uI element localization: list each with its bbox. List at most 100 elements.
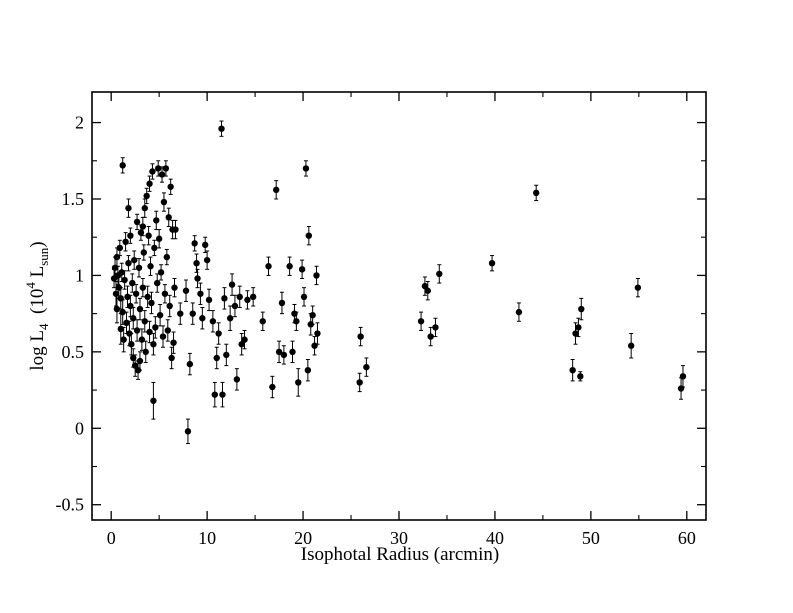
data-point (300, 287, 308, 307)
data-point (116, 239, 124, 257)
point-marker (311, 342, 318, 349)
data-point (141, 310, 148, 333)
data-point (161, 284, 169, 304)
point-marker (157, 269, 165, 276)
point-marker (233, 376, 241, 383)
point-marker (123, 319, 130, 327)
data-point (120, 326, 127, 353)
point-marker (148, 299, 155, 307)
x-axis-ticks: 0 10 20 30 40 50 60 (107, 92, 696, 548)
data-point (205, 288, 213, 312)
data-point (273, 180, 280, 200)
data-point (194, 268, 201, 289)
data-point (147, 256, 154, 276)
data-point (199, 307, 206, 330)
point-marker (156, 311, 164, 319)
data-point (228, 273, 236, 296)
point-marker (236, 293, 243, 301)
point-marker (417, 318, 425, 325)
x-tick-label: 0 (107, 528, 116, 548)
point-marker (219, 391, 226, 398)
point-marker (286, 263, 293, 270)
point-marker (269, 383, 276, 391)
point-marker (146, 180, 153, 187)
point-marker (141, 318, 148, 325)
data-point (218, 120, 225, 137)
point-marker (160, 198, 168, 206)
point-marker (131, 362, 139, 369)
data-point (233, 368, 241, 391)
data-point (627, 333, 635, 359)
point-marker (143, 192, 150, 200)
data-point (311, 336, 318, 356)
point-marker (149, 168, 156, 175)
point-marker (142, 348, 149, 356)
data-point (118, 262, 125, 283)
point-marker (189, 310, 196, 317)
data-point (129, 273, 136, 293)
data-point (286, 256, 293, 276)
point-marker (202, 241, 209, 249)
data-point (357, 326, 364, 347)
point-marker (118, 269, 125, 276)
x-tick-label: 60 (678, 528, 696, 548)
point-marker (223, 351, 230, 359)
point-marker (122, 238, 129, 245)
point-marker (155, 235, 163, 242)
point-marker (146, 328, 153, 336)
data-point (209, 310, 217, 333)
point-marker (314, 330, 321, 337)
data-point (113, 294, 121, 324)
data-point (184, 418, 192, 445)
point-marker (569, 367, 576, 374)
point-marker (168, 354, 175, 362)
point-marker (293, 318, 300, 325)
point-marker (231, 302, 239, 310)
y-tick-label: 0 (75, 418, 84, 438)
y-tick-label: -0.5 (56, 495, 85, 515)
point-marker (113, 253, 121, 261)
data-point (132, 284, 140, 304)
data-point (156, 303, 164, 327)
point-marker (162, 165, 170, 172)
data-point (127, 227, 134, 244)
data-point (309, 305, 316, 325)
data-point (231, 294, 239, 318)
point-marker (278, 299, 286, 307)
y-axis-ticks: -0.5 0 0.5 1 1.5 2 (56, 113, 706, 515)
point-marker (194, 275, 201, 282)
y-tick-label: 0.5 (62, 342, 85, 362)
point-marker (305, 232, 313, 239)
point-marker (113, 305, 121, 313)
data-point (278, 291, 286, 315)
point-marker (627, 342, 635, 349)
x-axis-title: Isophotal Radius (arcmin) (301, 544, 499, 565)
data-point (143, 187, 150, 205)
data-point (289, 340, 296, 364)
data-point (136, 297, 144, 321)
plot-marks (110, 120, 687, 445)
data-point (298, 259, 306, 279)
data-point (269, 375, 276, 399)
data-point (133, 213, 141, 231)
point-marker (572, 330, 579, 337)
point-marker (116, 244, 124, 252)
data-point (221, 287, 228, 310)
point-marker (309, 311, 316, 319)
data-point (575, 317, 582, 338)
point-marker (186, 360, 194, 368)
point-marker (120, 336, 127, 343)
data-point (488, 255, 496, 272)
data-point (154, 273, 161, 293)
data-point (424, 281, 431, 301)
point-marker (161, 290, 169, 297)
point-marker (154, 279, 161, 287)
data-point (145, 226, 152, 246)
data-point (144, 285, 151, 309)
data-point (203, 250, 211, 270)
point-marker (129, 279, 136, 287)
point-marker (191, 240, 198, 247)
point-marker (197, 290, 204, 297)
data-point (170, 331, 177, 354)
